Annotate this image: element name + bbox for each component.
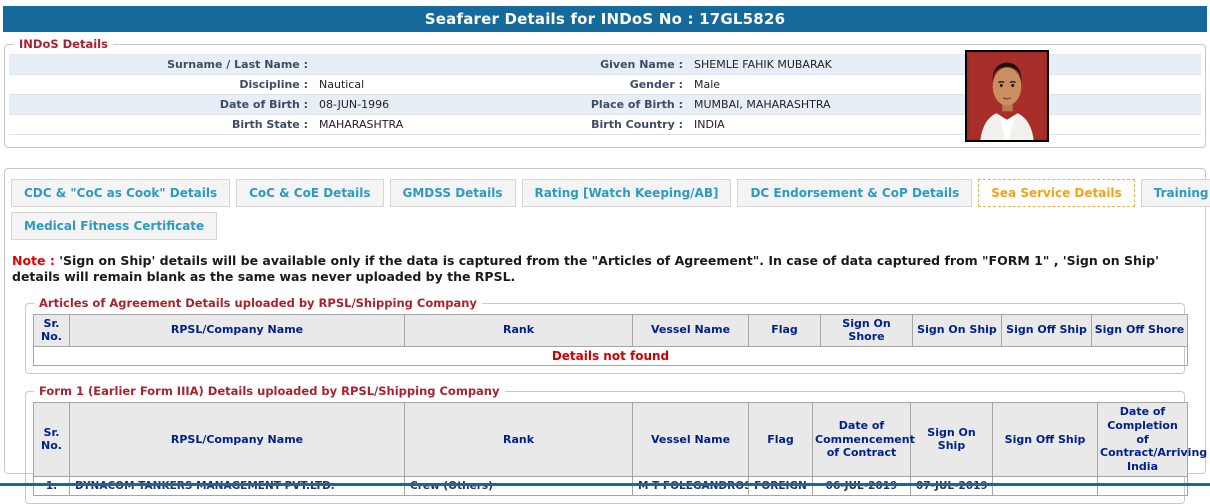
date-of-birth-value: 08-JUN-1996 — [319, 98, 390, 111]
table-row: Details not found — [33, 346, 1188, 366]
form1-table: Sr. No. RPSL/Company Name Rank Vessel Na… — [33, 402, 1207, 496]
col-vessel-name: Vessel Name — [632, 402, 749, 477]
birth-state-label: Birth State : — [231, 118, 308, 131]
discipline-value: Nautical — [319, 78, 365, 91]
empty-message: Details not found — [33, 346, 1188, 366]
articles-table: Sr. No. RPSL/Company Name Rank Vessel Na… — [33, 313, 1188, 366]
seafarer-photo — [965, 50, 1049, 142]
tab-panel: CDC & "CoC as Cook" Details CoC & CoE De… — [4, 168, 1210, 504]
birth-country-value: INDIA — [694, 118, 725, 131]
tab-training-details[interactable]: Training Details — [1140, 179, 1210, 207]
page-title: Seafarer Details for INDoS No : 17GL5826 — [3, 6, 1207, 32]
gender-label: Gender : — [629, 78, 683, 91]
col-flag: Flag — [748, 402, 813, 477]
date-of-birth-label: Date of Birth : — [219, 98, 308, 111]
col-rpsl-company-name: RPSL/Company Name — [69, 402, 405, 477]
col-sign-off-ship: Sign Off Ship — [992, 402, 1098, 477]
given-name-label: Given Name : — [600, 58, 683, 71]
indos-details-legend: INDoS Details — [14, 37, 113, 51]
indos-row: Date of Birth : 08-JUN-1996 Place of Bir… — [9, 95, 1201, 115]
discipline-label: Discipline : — [239, 78, 308, 91]
articles-legend: Articles of Agreement Details uploaded b… — [34, 295, 482, 310]
tabs-row-1: CDC & "CoC as Cook" Details CoC & CoE De… — [11, 179, 1210, 207]
col-rank: Rank — [404, 402, 633, 477]
gender-value: Male — [694, 78, 721, 91]
given-name-value: SHEMLE FAHIK MUBARAK — [694, 58, 832, 71]
form1-header-row: Sr. No. RPSL/Company Name Rank Vessel Na… — [33, 402, 1207, 477]
indos-row: Discipline : Nautical Gender : Male — [9, 75, 1201, 95]
col-flag: Flag — [748, 313, 821, 347]
tab-cdc-coc-as-cook-details[interactable]: CDC & "CoC as Cook" Details — [11, 179, 231, 207]
indos-details-grid: Surname / Last Name : Given Name : SHEML… — [9, 54, 1201, 135]
indos-row: Birth State : MAHARASHTRA Birth Country … — [9, 115, 1201, 135]
articles-of-agreement-section: Articles of Agreement Details uploaded b… — [25, 295, 1188, 374]
tab-coc-coe-details[interactable]: CoC & CoE Details — [236, 179, 384, 207]
col-sign-off-shore: Sign Off Shore — [1091, 313, 1188, 347]
col-rpsl-company-name: RPSL/Company Name — [69, 313, 405, 347]
indos-row: Surname / Last Name : Given Name : SHEML… — [9, 55, 1201, 75]
surname-value — [314, 55, 569, 74]
surname-label: Surname / Last Name : — [167, 58, 308, 71]
col-sign-on-shore: Sign On Shore — [820, 313, 913, 347]
tabs-row-2: Medical Fitness Certificate — [11, 212, 1205, 240]
note-body: 'Sign on Ship' details will be available… — [12, 253, 1159, 285]
tab-rating-watch-keeping-ab[interactable]: Rating [Watch Keeping/AB] — [521, 179, 732, 207]
tab-gmdss-details[interactable]: GMDSS Details — [389, 179, 516, 207]
col-sign-on-ship: Sign On Ship — [912, 313, 1002, 347]
col-sr-no: Sr. No. — [33, 313, 70, 347]
col-sign-on-ship: Sign On Ship — [910, 402, 993, 477]
col-date-of-commencement: Date of Commencement of Contract — [812, 402, 915, 477]
col-sr-no: Sr. No. — [33, 402, 70, 477]
tab-sea-service-details[interactable]: Sea Service Details — [978, 179, 1135, 207]
articles-header-row: Sr. No. RPSL/Company Name Rank Vessel Na… — [33, 313, 1188, 347]
tab-medical-fitness-certificate[interactable]: Medical Fitness Certificate — [11, 212, 218, 240]
col-date-of-completion: Date of Completion of Contract/Arriving … — [1097, 402, 1207, 477]
place-of-birth-value: MUMBAI, MAHARASHTRA — [694, 98, 831, 111]
birth-country-label: Birth Country : — [591, 118, 683, 131]
form1-section: Form 1 (Earlier Form IIIA) Details uploa… — [25, 384, 1207, 504]
form1-legend: Form 1 (Earlier Form IIIA) Details uploa… — [34, 384, 505, 398]
birth-state-value: MAHARASHTRA — [319, 118, 404, 131]
tab-dc-endorsement-cop-details[interactable]: DC Endorsement & CoP Details — [737, 179, 973, 207]
col-sign-off-ship: Sign Off Ship — [1001, 313, 1092, 347]
note-prefix: Note : — [12, 253, 55, 268]
place-of-birth-label: Place of Birth : — [590, 98, 683, 111]
footer-divider — [0, 483, 1210, 486]
indos-details-section: INDoS Details Surname / Last Name : Give… — [4, 37, 1206, 148]
note-text: Note : 'Sign on Ship' details will be av… — [12, 253, 1197, 286]
col-rank: Rank — [404, 313, 633, 347]
col-vessel-name: Vessel Name — [632, 313, 749, 347]
